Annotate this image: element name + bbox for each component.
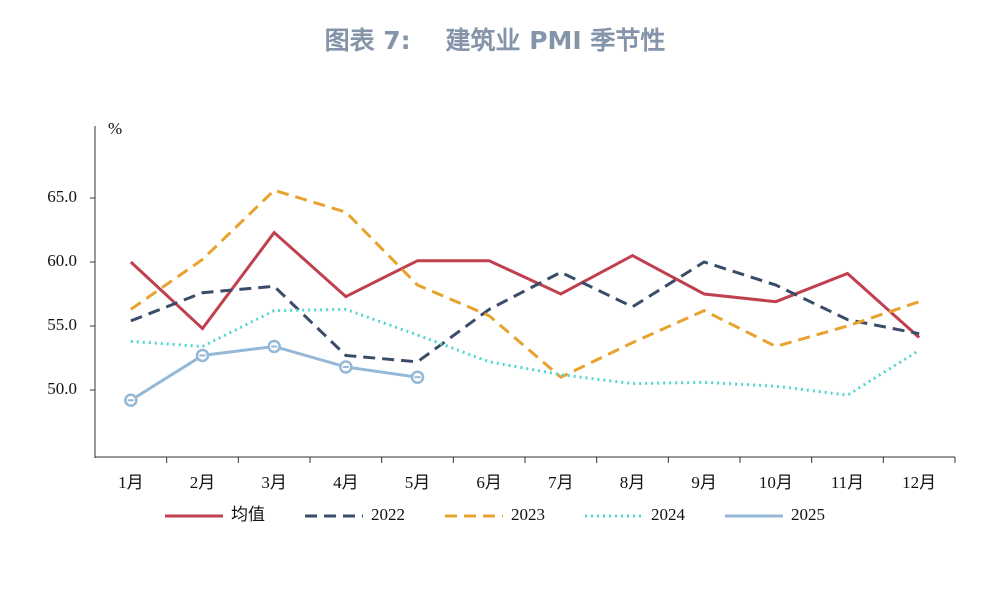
series-line bbox=[130, 260, 920, 364]
x-tick-label: 3月 bbox=[261, 473, 287, 492]
series-line bbox=[129, 230, 921, 339]
x-tick-label: 12月 bbox=[902, 473, 936, 492]
y-tick-label: 65.0 bbox=[47, 187, 77, 206]
x-tick-label: 11月 bbox=[831, 473, 864, 492]
x-tick-label: 9月 bbox=[691, 473, 717, 492]
legend-label: 均值 bbox=[231, 505, 265, 524]
chart-title: 图表 7: 建筑业 PMI 季节性 bbox=[325, 26, 666, 55]
x-tick-label: 2月 bbox=[190, 473, 216, 492]
legend-label: 2022 bbox=[371, 505, 405, 524]
y-tick-label: 55.0 bbox=[47, 315, 77, 334]
x-tick-label: 4月 bbox=[333, 473, 359, 492]
x-tick-label: 8月 bbox=[620, 473, 646, 492]
x-tick-label: 7月 bbox=[548, 473, 574, 492]
series-line bbox=[130, 344, 418, 402]
y-tick-label: 50.0 bbox=[47, 379, 77, 398]
legend-label: 2023 bbox=[511, 505, 545, 524]
series-line bbox=[130, 307, 920, 397]
y-tick-label: 60.0 bbox=[47, 251, 77, 270]
x-tick-label: 6月 bbox=[476, 473, 502, 492]
series-line bbox=[129, 188, 920, 379]
legend-label: 2024 bbox=[651, 505, 686, 524]
x-tick-label: 5月 bbox=[405, 473, 431, 492]
legend-label: 2025 bbox=[791, 505, 825, 524]
x-tick-label: 1月 bbox=[118, 473, 144, 492]
y-unit: % bbox=[108, 119, 122, 138]
x-tick-label: 10月 bbox=[759, 473, 793, 492]
